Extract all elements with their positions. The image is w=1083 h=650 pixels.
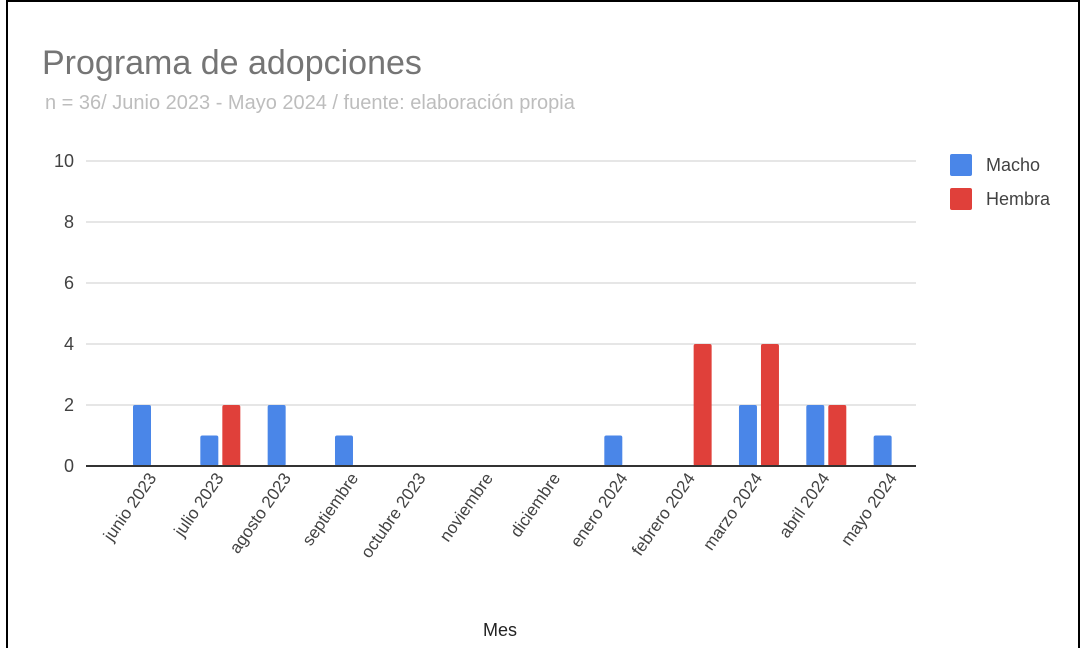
bar-macho-3 — [334, 435, 353, 466]
bar-macho-9 — [738, 405, 757, 466]
x-tick-label-1: julio 2023 — [170, 469, 228, 540]
bar-macho-0 — [133, 405, 151, 466]
bar-macho-10 — [806, 405, 825, 466]
x-tick-label-8: febrero 2024 — [628, 469, 699, 559]
x-tick-label-7: enero 2024 — [567, 469, 632, 550]
y-tick-label-4: 4 — [64, 334, 74, 354]
x-tick-label-6: diciembre — [506, 469, 564, 540]
y-tick-label-8: 8 — [64, 212, 74, 232]
chart-subtitle: n = 36/ Junio 2023 - Mayo 2024 / fuente:… — [45, 92, 575, 114]
chart-legend: Macho Hembra — [950, 148, 1050, 216]
x-tick-label-2: agosto 2023 — [226, 469, 295, 557]
bar-hembra-8 — [693, 344, 712, 466]
legend-item-hembra: Hembra — [950, 182, 1050, 216]
x-tick-label-11: mayo 2024 — [837, 469, 901, 549]
legend-item-macho: Macho — [950, 148, 1050, 182]
bar-macho-7 — [604, 435, 623, 466]
bar-hembra-9 — [760, 344, 779, 466]
legend-label-hembra: Hembra — [986, 188, 1051, 209]
legend-swatch-macho — [950, 154, 972, 176]
y-tick-label-10: 10 — [54, 151, 74, 171]
bar-macho-1 — [200, 435, 219, 466]
x-tick-label-5: noviembre — [436, 469, 497, 545]
y-tick-label-6: 6 — [64, 273, 74, 293]
bar-macho-11 — [873, 435, 892, 466]
x-tick-label-3: septiembre — [298, 469, 362, 549]
bar-macho-2 — [267, 405, 286, 466]
y-tick-label-0: 0 — [64, 456, 74, 476]
x-tick-label-10: abril 2024 — [775, 469, 833, 541]
legend-label-macho: Macho — [986, 154, 1041, 175]
x-axis-title: Mes — [482, 620, 517, 640]
bar-hembra-1 — [222, 405, 241, 466]
chart-frame — [6, 0, 1080, 648]
chart-title: Programa de adopciones — [42, 44, 422, 82]
x-tick-label-9: marzo 2024 — [699, 469, 766, 553]
x-tick-label-0: junio 2023 — [99, 469, 160, 545]
bar-hembra-10 — [828, 405, 847, 466]
legend-swatch-hembra — [950, 188, 972, 210]
x-tick-label-4: octubre 2023 — [357, 469, 429, 561]
y-tick-label-2: 2 — [64, 395, 74, 415]
